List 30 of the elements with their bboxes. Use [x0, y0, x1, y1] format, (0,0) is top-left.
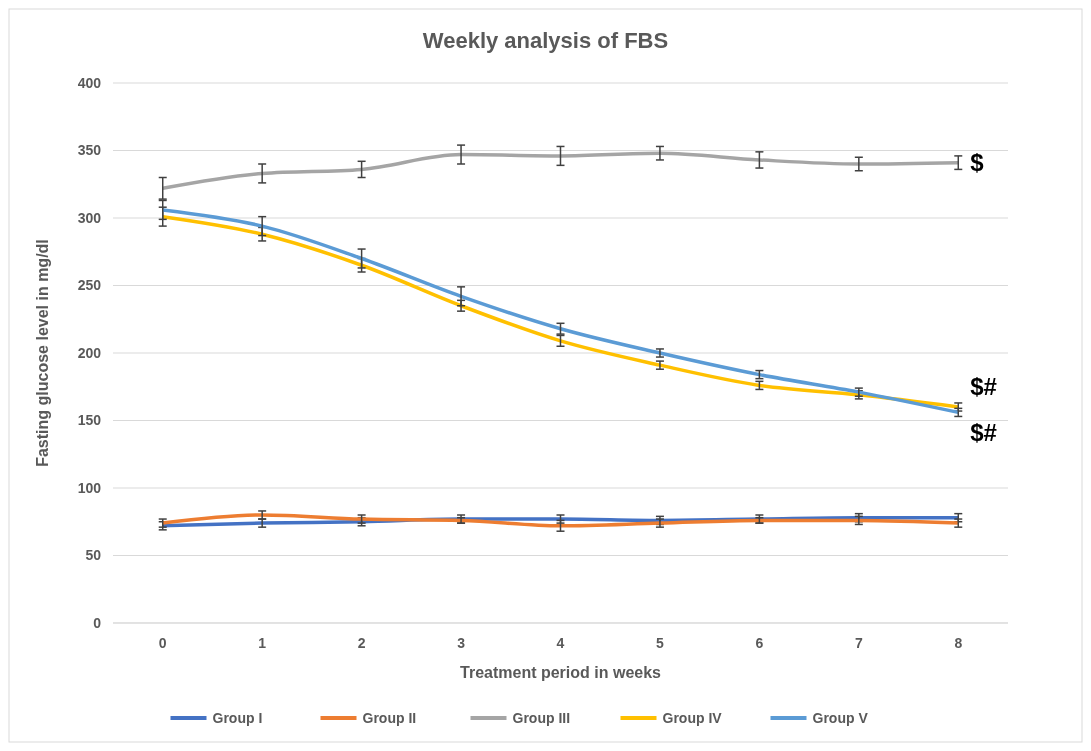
line-series [160, 151, 961, 191]
x-tick-label: 5 [656, 635, 665, 651]
x-tick-label: 1 [258, 635, 267, 651]
legend-label: Group IV [662, 709, 723, 726]
annotation: $# [970, 418, 997, 446]
y-tick-label: 200 [77, 344, 102, 361]
y-tick-label: 0 [93, 614, 102, 631]
x-axis-title: Treatment period in weeks [460, 664, 662, 681]
y-tick-label: 250 [77, 277, 102, 294]
annotation: $ [970, 149, 985, 177]
legend-label: Group I [212, 709, 263, 726]
x-tick-label: 8 [954, 635, 963, 651]
annotation: $# [970, 373, 997, 401]
x-tick-label: 6 [755, 635, 764, 651]
y-tick-label: 150 [77, 412, 102, 429]
x-tick-label: 3 [457, 635, 466, 651]
legend-label: Group III [512, 709, 571, 726]
y-axis-title: Fasting glucose level in mg/dl [34, 239, 51, 467]
y-tick-label: 300 [77, 209, 102, 226]
y-tick-label: 100 [77, 479, 102, 496]
legend-label: Group V [812, 709, 869, 726]
chart-title: Weekly analysis of FBS [422, 28, 669, 53]
legend-label: Group II [362, 709, 417, 726]
y-tick-label: 50 [85, 547, 102, 564]
x-tick-label: 7 [854, 635, 863, 651]
x-tick-label: 4 [556, 635, 565, 651]
x-tick-label: 2 [357, 635, 366, 651]
x-tick-label: 0 [158, 635, 167, 651]
y-tick-label: 400 [77, 74, 102, 91]
y-tick-label: 350 [77, 142, 102, 159]
